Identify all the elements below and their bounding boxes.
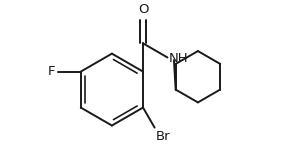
Text: NH: NH [169,52,188,65]
Text: Br: Br [156,130,170,143]
Text: F: F [48,65,55,78]
Text: O: O [138,3,148,16]
